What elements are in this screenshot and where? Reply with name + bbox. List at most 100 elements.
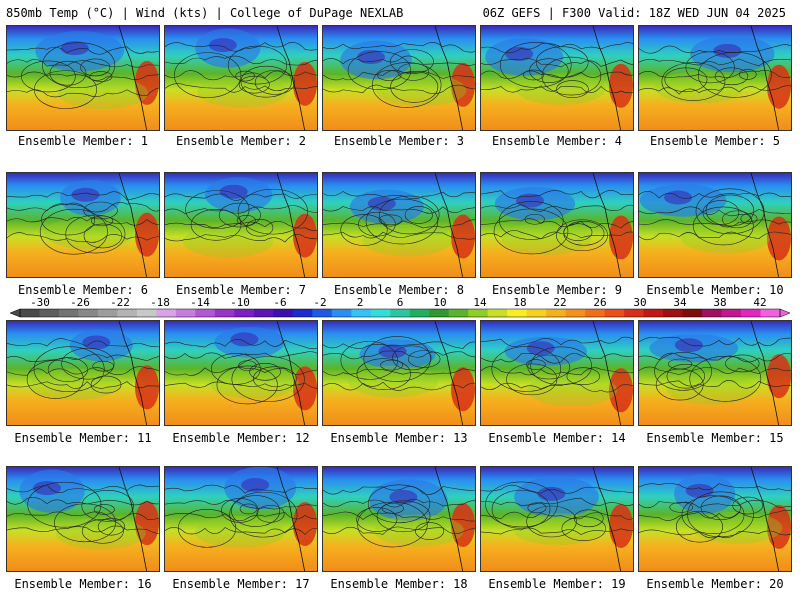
- temperature-map: [323, 467, 475, 571]
- ensemble-member-label: Ensemble Member: 20: [646, 577, 784, 591]
- ensemble-member-label: Ensemble Member: 3: [333, 134, 465, 148]
- ensemble-panel: [638, 25, 792, 131]
- ensemble-panel: [322, 320, 476, 426]
- colorbar-swatch: [156, 309, 177, 317]
- colorbar-swatch: [663, 309, 684, 317]
- ensemble-member-label: Ensemble Member: 11: [14, 431, 152, 445]
- colorbar-swatch: [468, 309, 489, 317]
- temperature-map: [165, 321, 317, 425]
- colorbar-swatch: [292, 309, 313, 317]
- colorbar-swatch: [234, 309, 255, 317]
- colorbar-swatch: [97, 309, 118, 317]
- ensemble-member-label: Ensemble Member: 5: [649, 134, 781, 148]
- colorbar-tick-label: -30: [30, 296, 50, 309]
- colorbar-swatch: [526, 309, 547, 317]
- temperature-map: [323, 173, 475, 277]
- colorbar-swatch: [136, 309, 157, 317]
- ensemble-member-label: Ensemble Member: 7: [175, 283, 307, 297]
- colorbar-swatch: [273, 309, 294, 317]
- colorbar-tick-label: -22: [110, 296, 130, 309]
- colorbar-swatch: [58, 309, 79, 317]
- temperature-map: [323, 26, 475, 130]
- colorbar-swatch: [390, 309, 411, 317]
- colorbar-swatch: [117, 309, 138, 317]
- colorbar-swatch: [20, 309, 40, 317]
- colorbar-tick-label: 18: [513, 296, 526, 309]
- ensemble-member-label: Ensemble Member: 12: [172, 431, 310, 445]
- colorbar-tick-label: -18: [150, 296, 170, 309]
- colorbar-tick-label: 42: [753, 296, 766, 309]
- colorbar-tick-label: 10: [433, 296, 446, 309]
- colorbar-tick-label: 38: [713, 296, 726, 309]
- colorbar-tick-label: 34: [673, 296, 687, 309]
- ensemble-panel: [6, 466, 160, 572]
- ensemble-member-label: Ensemble Member: 8: [333, 283, 465, 297]
- ensemble-panel: [6, 25, 160, 131]
- ensemble-member-label: Ensemble Member: 13: [330, 431, 468, 445]
- temperature-map: [7, 26, 159, 130]
- colorbar-swatch: [721, 309, 742, 317]
- colorbar-swatch: [331, 309, 352, 317]
- colorbar-swatch: [175, 309, 196, 317]
- colorbar-swatch: [702, 309, 723, 317]
- temperature-map: [639, 467, 791, 571]
- ensemble-member-label: Ensemble Member: 9: [491, 283, 623, 297]
- ensemble-member-label: Ensemble Member: 17: [172, 577, 310, 591]
- colorbar-swatch: [741, 309, 762, 317]
- colorbar-tick-label: 22: [553, 296, 566, 309]
- ensemble-member-label: Ensemble Member: 1: [17, 134, 149, 148]
- colorbar-tick-label: -6: [273, 296, 286, 309]
- ensemble-panel: [480, 172, 634, 278]
- temperature-map: [481, 467, 633, 571]
- ensemble-member-label: Ensemble Member: 16: [14, 577, 152, 591]
- colorbar-swatch: [624, 309, 645, 317]
- colorbar-swatch: [565, 309, 586, 317]
- colorbar-swatch: [585, 309, 606, 317]
- temperature-map: [7, 173, 159, 277]
- colorbar-tick-label: -10: [230, 296, 250, 309]
- ensemble-panel: [638, 466, 792, 572]
- colorbar-swatch: [429, 309, 450, 317]
- colorbar-tick-label: 6: [397, 296, 404, 309]
- temperature-map: [323, 321, 475, 425]
- ensemble-panel: [322, 466, 476, 572]
- ensemble-member-label: Ensemble Member: 10: [646, 283, 784, 297]
- colorbar-swatch: [253, 309, 274, 317]
- ensemble-member-label: Ensemble Member: 6: [17, 283, 149, 297]
- ensemble-panel: [480, 466, 634, 572]
- temperature-map: [639, 321, 791, 425]
- colorbar-swatch: [370, 309, 391, 317]
- colorbar-swatch: [448, 309, 469, 317]
- colorbar-tick-label: -26: [70, 296, 90, 309]
- temperature-map: [7, 467, 159, 571]
- ensemble-member-label: Ensemble Member: 4: [491, 134, 623, 148]
- colorbar-swatch: [546, 309, 567, 317]
- run-info: 06Z GEFS | F300 Valid: 18Z WED JUN 04 20…: [482, 6, 786, 20]
- ensemble-panel: [164, 320, 318, 426]
- ensemble-panel: [164, 466, 318, 572]
- colorbar-swatch: [604, 309, 625, 317]
- colorbar: -30 -26 -22 -18 -14 -10 -6 -2 2 6 10 14 18 22 26 30 34 38…: [0, 296, 800, 318]
- ensemble-panel: [164, 172, 318, 278]
- ensemble-panel: [322, 25, 476, 131]
- temperature-map: [165, 467, 317, 571]
- colorbar-swatch: [214, 309, 235, 317]
- colorbar-swatch: [507, 309, 528, 317]
- temperature-map: [481, 173, 633, 277]
- temperature-map: [481, 26, 633, 130]
- colorbar-swatch: [351, 309, 372, 317]
- ensemble-member-label: Ensemble Member: 14: [488, 431, 626, 445]
- temperature-map: [165, 26, 317, 130]
- colorbar-tick-label: 26: [593, 296, 606, 309]
- colorbar-swatch: [643, 309, 664, 317]
- colorbar-tick-label: -14: [190, 296, 210, 309]
- chart-title: 850mb Temp (°C) | Wind (kts) | College o…: [6, 6, 404, 20]
- ensemble-member-label: Ensemble Member: 18: [330, 577, 468, 591]
- ensemble-member-label: Ensemble Member: 2: [175, 134, 307, 148]
- ensemble-panel: [480, 320, 634, 426]
- colorbar-swatch: [195, 309, 216, 317]
- colorbar-tick-label: 30: [633, 296, 646, 309]
- colorbar-swatch: [409, 309, 430, 317]
- ensemble-panel: [6, 320, 160, 426]
- ensemble-panel: [480, 25, 634, 131]
